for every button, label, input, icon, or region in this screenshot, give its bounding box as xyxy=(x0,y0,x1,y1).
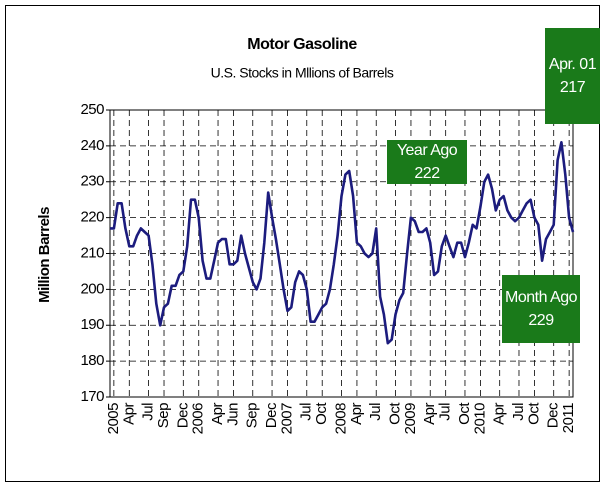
x-tick-label: Apr xyxy=(209,402,226,424)
y-tick-label: 200 xyxy=(80,280,104,297)
annotation-box xyxy=(502,275,580,343)
annotation-value: 217 xyxy=(560,79,586,96)
x-tick-label: Sep xyxy=(155,403,172,428)
annotation-box xyxy=(545,28,600,124)
annotation-value: 222 xyxy=(414,165,440,182)
x-tick-label: 2010 xyxy=(471,403,488,435)
y-tick-label: 240 xyxy=(80,137,104,154)
x-tick-label: Apr xyxy=(120,402,137,424)
chart-border xyxy=(5,5,600,482)
annotation-value: 229 xyxy=(528,312,554,329)
x-tick-label: Dec xyxy=(545,402,562,428)
x-tick-label: Jul xyxy=(437,403,454,421)
chart-title: Motor Gasoline xyxy=(247,36,357,53)
x-tick-label: 2011 xyxy=(560,403,577,433)
x-tick-label: 2009 xyxy=(402,403,419,435)
y-tick-label: 250 xyxy=(80,101,104,118)
x-tick-label: Jul xyxy=(140,403,157,421)
y-tick-label: 170 xyxy=(80,388,104,405)
x-tick-label: Oct xyxy=(525,402,542,425)
x-tick-label: Apr xyxy=(348,402,365,424)
x-tick-label: Oct xyxy=(386,402,403,425)
chart-subtitle: U.S. Stocks in Mllions of Barrels xyxy=(211,65,394,81)
x-tick-label: Jul xyxy=(298,403,315,421)
x-tick-label: Oct xyxy=(313,402,330,425)
y-tick-label: 210 xyxy=(80,244,104,261)
x-tick-label: 2007 xyxy=(278,403,295,435)
data-line xyxy=(110,141,575,345)
annotation-label: Year Ago xyxy=(397,142,458,159)
x-tick-label: 2006 xyxy=(190,403,207,435)
y-tick-label: 220 xyxy=(80,209,104,226)
annotation-label: Month Ago xyxy=(505,289,578,306)
annotation-label: Apr. 01 xyxy=(549,56,597,73)
x-tick-label: Sep xyxy=(244,403,261,428)
x-tick-label: Apr xyxy=(421,402,438,424)
x-tick-label: Jul xyxy=(367,403,384,421)
x-tick-label: Dec xyxy=(263,402,280,428)
y-tick-label: 180 xyxy=(80,352,104,369)
x-tick-label: 2008 xyxy=(332,403,349,435)
y-axis-label: Million Barrels xyxy=(36,207,53,303)
x-tick-label: Jul xyxy=(510,403,527,421)
plot-area xyxy=(109,109,574,398)
x-tick-label: Dec xyxy=(174,402,191,428)
y-tick-label: 190 xyxy=(80,316,104,333)
x-tick-label: Jun xyxy=(224,403,241,426)
x-tick-label: 2005 xyxy=(105,403,122,435)
x-tick-label: Oct xyxy=(456,402,473,425)
y-tick-label: 230 xyxy=(80,173,104,190)
x-tick-label: Apr xyxy=(491,402,508,424)
annotation-box xyxy=(387,140,467,184)
